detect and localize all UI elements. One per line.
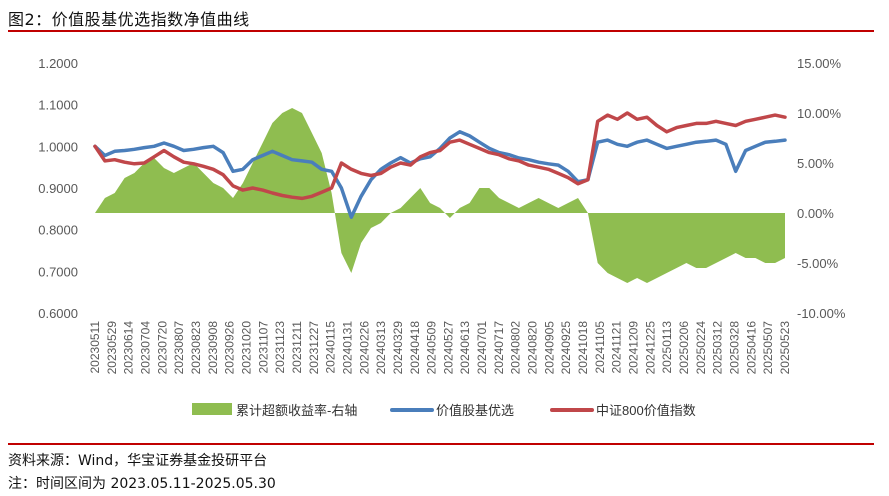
x-tick-label: 20231227: [307, 321, 321, 375]
x-tick-label: 20230614: [122, 321, 136, 375]
series-index-line: [93, 111, 787, 201]
x-tick-label: 20240527: [441, 321, 455, 375]
legend-label: 中证800价值指数: [596, 403, 696, 418]
x-tick-label: 20241018: [576, 321, 590, 375]
x-tick-label: 20231211: [290, 321, 304, 374]
x-tick-label: 20231123: [273, 321, 287, 374]
x-tick-label: 20230720: [155, 321, 169, 375]
x-tick-label: 20240329: [391, 321, 405, 375]
x-tick-label: 20240613: [458, 321, 472, 375]
series-excess-area: [95, 108, 785, 283]
x-tick-label: 20240717: [492, 321, 506, 375]
y-right-tick-label: 10.00%: [797, 106, 842, 121]
y-right-tick-label: 5.00%: [797, 156, 834, 171]
figure-title: 图2：价值股基优选指数净值曲线: [8, 10, 250, 29]
legend-label: 价值股基优选: [436, 403, 514, 418]
x-tick-label: 20240802: [509, 321, 523, 375]
x-tick-label: 20250312: [711, 321, 725, 375]
x-tick-label: 20230926: [223, 321, 237, 375]
y-left-tick-label: 0.6000: [38, 306, 78, 321]
x-tick-label: 20230823: [189, 321, 203, 375]
x-tick-label: 20250206: [677, 321, 691, 375]
period-note: 注：时间区间为 2023.05.11-2025.05.30: [8, 476, 276, 492]
y-left-tick-label: 1.1000: [38, 98, 78, 113]
x-tick-label: 20230807: [172, 321, 186, 375]
x-tick-label: 20240131: [340, 321, 354, 375]
x-tick-label: 20240509: [425, 321, 439, 375]
y-right-tick-label: -10.00%: [797, 306, 846, 321]
x-tick-label: 20250328: [728, 321, 742, 375]
x-tick-label: 20230908: [206, 321, 220, 375]
y-left-tick-label: 0.9000: [38, 181, 78, 196]
x-tick-label: 20240905: [542, 321, 556, 375]
x-tick-label: 20241105: [593, 321, 607, 374]
x-tick-label: 20250416: [744, 321, 758, 375]
x-tick-label: 20240115: [324, 321, 338, 374]
title-rule: [8, 30, 874, 32]
x-tick-label: 20240701: [475, 321, 489, 375]
x-tick-label: 20240313: [374, 321, 388, 375]
y-left-tick-label: 1.2000: [38, 56, 78, 71]
x-tick-label: 20240226: [357, 321, 371, 375]
source-note: 资料来源：Wind，华宝证券基金投研平台: [8, 453, 268, 469]
x-tick-label: 20230529: [105, 321, 119, 375]
footer-rule: [8, 443, 874, 445]
x-tick-label: 20230511: [88, 321, 102, 374]
x-tick-label: 20241209: [627, 321, 641, 375]
x-tick-label: 20250507: [761, 321, 775, 375]
y-left-tick-label: 0.8000: [38, 223, 78, 238]
x-tick-label: 20231107: [256, 321, 270, 374]
legend-swatch: [192, 403, 232, 415]
x-tick-label: 20240418: [408, 321, 422, 375]
x-tick-label: 20240925: [559, 321, 573, 375]
y-right-tick-label: 0.00%: [797, 206, 834, 221]
x-tick-label: 20241121: [610, 321, 624, 374]
y-right-tick-label: 15.00%: [797, 56, 842, 71]
x-tick-label: 20230704: [138, 321, 152, 375]
y-right-tick-label: -5.00%: [797, 256, 839, 271]
x-tick-label: 20240820: [526, 321, 540, 375]
x-tick-label: 20250113: [660, 321, 674, 374]
chart: 0.6000 0.7000 0.8000 0.9000 1.0000 1.1000 1.20…: [38, 56, 846, 418]
x-tick-label: 20231020: [239, 321, 253, 375]
x-tick-label: 20250523: [778, 321, 792, 375]
x-tick-label: 20241225: [643, 321, 657, 375]
x-tick-label: 20250224: [694, 321, 708, 375]
y-left-tick-label: 1.0000: [38, 139, 78, 154]
legend-label: 累计超额收益率-右轴: [236, 403, 357, 418]
y-left-tick-label: 0.7000: [38, 264, 78, 279]
